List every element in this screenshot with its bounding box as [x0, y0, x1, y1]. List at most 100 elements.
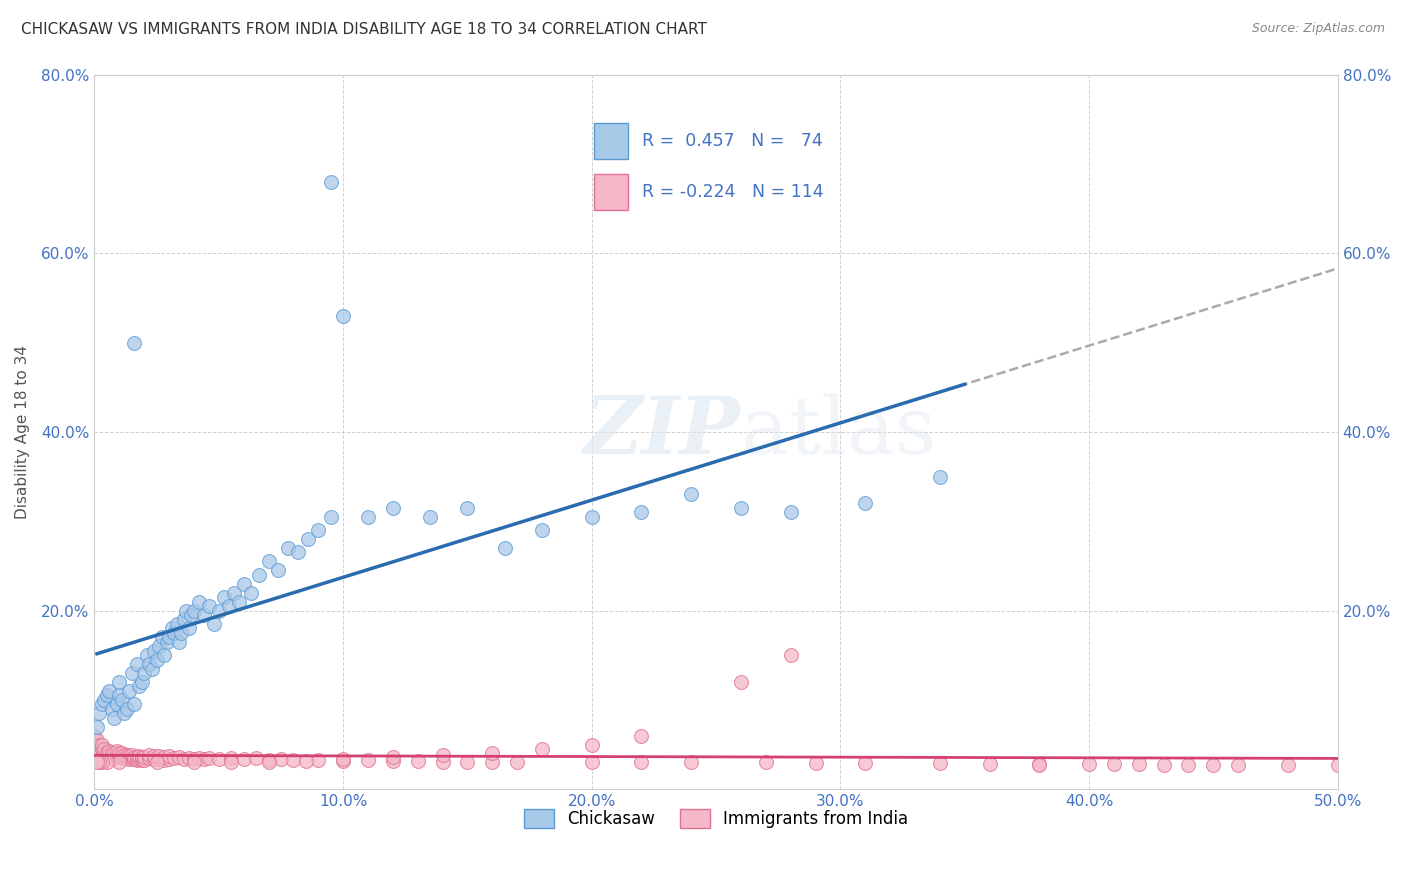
- Point: [115, 702, 138, 716]
- Point: [208, 603, 231, 617]
- Point: [141, 662, 163, 676]
- Point: [853, 756, 876, 771]
- Point: [506, 756, 529, 770]
- Point: [96, 745, 118, 759]
- Point: [153, 750, 176, 764]
- Point: [153, 753, 176, 767]
- Point: [257, 554, 280, 568]
- Point: [530, 742, 553, 756]
- Point: [730, 675, 752, 690]
- Point: [630, 729, 652, 743]
- Point: [530, 523, 553, 537]
- Point: [90, 698, 112, 712]
- Point: [108, 756, 131, 770]
- Point: [187, 594, 209, 608]
- Point: [1202, 758, 1225, 772]
- Point: [307, 523, 329, 537]
- Point: [89, 706, 111, 721]
- Point: [143, 644, 166, 658]
- Point: [1028, 758, 1050, 772]
- Point: [93, 747, 115, 761]
- Point: [218, 599, 240, 613]
- Point: [928, 469, 950, 483]
- Point: [173, 612, 195, 626]
- Point: [122, 335, 145, 350]
- Point: [1177, 758, 1199, 772]
- Point: [112, 748, 135, 763]
- Point: [198, 751, 221, 765]
- Text: ZIP: ZIP: [583, 393, 741, 471]
- Point: [319, 509, 342, 524]
- Point: [121, 666, 143, 681]
- Point: [98, 684, 121, 698]
- Point: [212, 590, 235, 604]
- Point: [121, 748, 143, 763]
- Point: [143, 752, 166, 766]
- Text: R = -0.224   N = 114: R = -0.224 N = 114: [643, 184, 824, 202]
- Point: [155, 635, 177, 649]
- Point: [89, 756, 111, 770]
- Point: [332, 752, 354, 766]
- Point: [287, 545, 309, 559]
- Point: [257, 753, 280, 767]
- Point: [150, 631, 173, 645]
- Point: [177, 751, 200, 765]
- Bar: [593, 175, 628, 211]
- Point: [134, 666, 156, 681]
- Point: [138, 748, 160, 763]
- Point: [135, 648, 157, 663]
- Point: [112, 706, 135, 721]
- Point: [406, 754, 429, 768]
- Point: [148, 752, 170, 766]
- Point: [96, 748, 118, 763]
- Point: [183, 752, 205, 766]
- Point: [481, 755, 503, 769]
- Point: [103, 711, 125, 725]
- Point: [202, 616, 225, 631]
- Point: [145, 653, 167, 667]
- Point: [153, 648, 176, 663]
- Point: [167, 750, 190, 764]
- Point: [779, 648, 801, 663]
- Point: [105, 748, 128, 763]
- Point: [228, 594, 250, 608]
- Point: [180, 607, 202, 622]
- Point: [381, 750, 404, 764]
- Point: [118, 684, 141, 698]
- Bar: [593, 123, 628, 159]
- Point: [681, 487, 703, 501]
- Point: [108, 675, 131, 690]
- Point: [232, 752, 254, 766]
- Point: [90, 742, 112, 756]
- Point: [131, 675, 153, 690]
- Point: [1153, 758, 1175, 772]
- Point: [98, 744, 121, 758]
- Point: [481, 747, 503, 761]
- Text: CHICKASAW VS IMMIGRANTS FROM INDIA DISABILITY AGE 18 TO 34 CORRELATION CHART: CHICKASAW VS IMMIGRANTS FROM INDIA DISAB…: [21, 22, 707, 37]
- Point: [157, 631, 180, 645]
- Point: [1028, 757, 1050, 772]
- Point: [681, 756, 703, 770]
- Point: [115, 751, 138, 765]
- Point: [283, 753, 305, 767]
- Point: [148, 749, 170, 764]
- Point: [755, 756, 778, 770]
- Point: [101, 748, 124, 763]
- Point: [240, 585, 263, 599]
- Point: [245, 751, 267, 765]
- Point: [357, 753, 380, 767]
- Point: [853, 496, 876, 510]
- Point: [112, 750, 135, 764]
- Point: [157, 749, 180, 764]
- Point: [257, 756, 280, 770]
- Point: [198, 599, 221, 613]
- Text: atlas: atlas: [741, 392, 936, 471]
- Point: [277, 541, 299, 555]
- Point: [1102, 757, 1125, 772]
- Point: [108, 750, 131, 764]
- Point: [103, 747, 125, 761]
- Point: [90, 756, 112, 770]
- Point: [208, 752, 231, 766]
- Point: [83, 733, 105, 747]
- Point: [332, 754, 354, 768]
